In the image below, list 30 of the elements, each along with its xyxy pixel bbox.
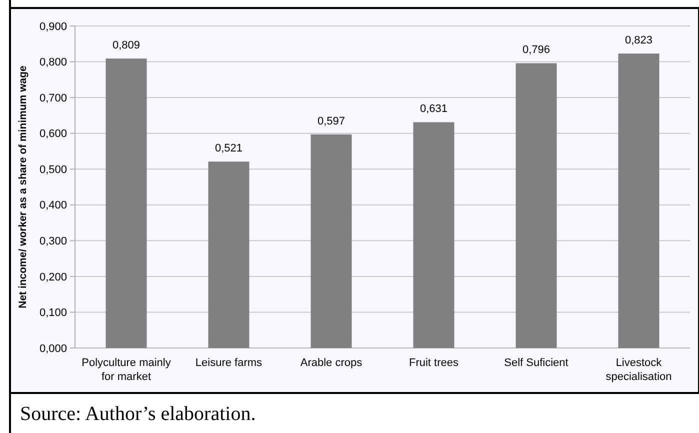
y-tick-label: 0,400 xyxy=(39,200,67,212)
y-tick-label: 0,500 xyxy=(39,164,67,176)
y-tick-label: 0,200 xyxy=(39,271,67,284)
data-label: 0,521 xyxy=(214,142,243,155)
x-tick-label: Livestock specialisation xyxy=(606,357,672,383)
data-label: 0,823 xyxy=(624,34,653,47)
y-tick-label: 0,800 xyxy=(39,56,67,69)
y-axis-title: Net income/ worker as a share of minimum wage xyxy=(17,65,29,308)
y-tick-label: 0,300 xyxy=(39,236,67,248)
x-tick-label: Fruit trees xyxy=(408,357,460,369)
y-tick-label: 0,600 xyxy=(39,128,67,140)
bar xyxy=(618,54,660,348)
source-note: Source: Author’s elaboration. xyxy=(20,403,256,425)
data-label: 0,631 xyxy=(420,103,448,116)
data-label: 0,597 xyxy=(317,115,346,128)
bar xyxy=(106,58,147,348)
x-tick-label: Arable crops xyxy=(300,357,363,369)
bar xyxy=(310,134,352,348)
data-label: 0,809 xyxy=(112,40,140,52)
y-tick-label: 0,000 xyxy=(39,342,67,355)
bar xyxy=(516,63,557,348)
x-tick-label: Leisure farms xyxy=(195,357,263,369)
data-label: 0,796 xyxy=(522,44,550,56)
bar xyxy=(208,162,250,348)
y-tick-label: 0,100 xyxy=(39,307,67,320)
x-tick-label: Polyculture mainly for market xyxy=(82,357,172,383)
bar xyxy=(413,122,454,348)
y-tick-label: 0,900 xyxy=(39,20,67,33)
x-tick-label: Self Suficient xyxy=(504,357,568,369)
y-tick-label: 0,700 xyxy=(39,92,67,104)
